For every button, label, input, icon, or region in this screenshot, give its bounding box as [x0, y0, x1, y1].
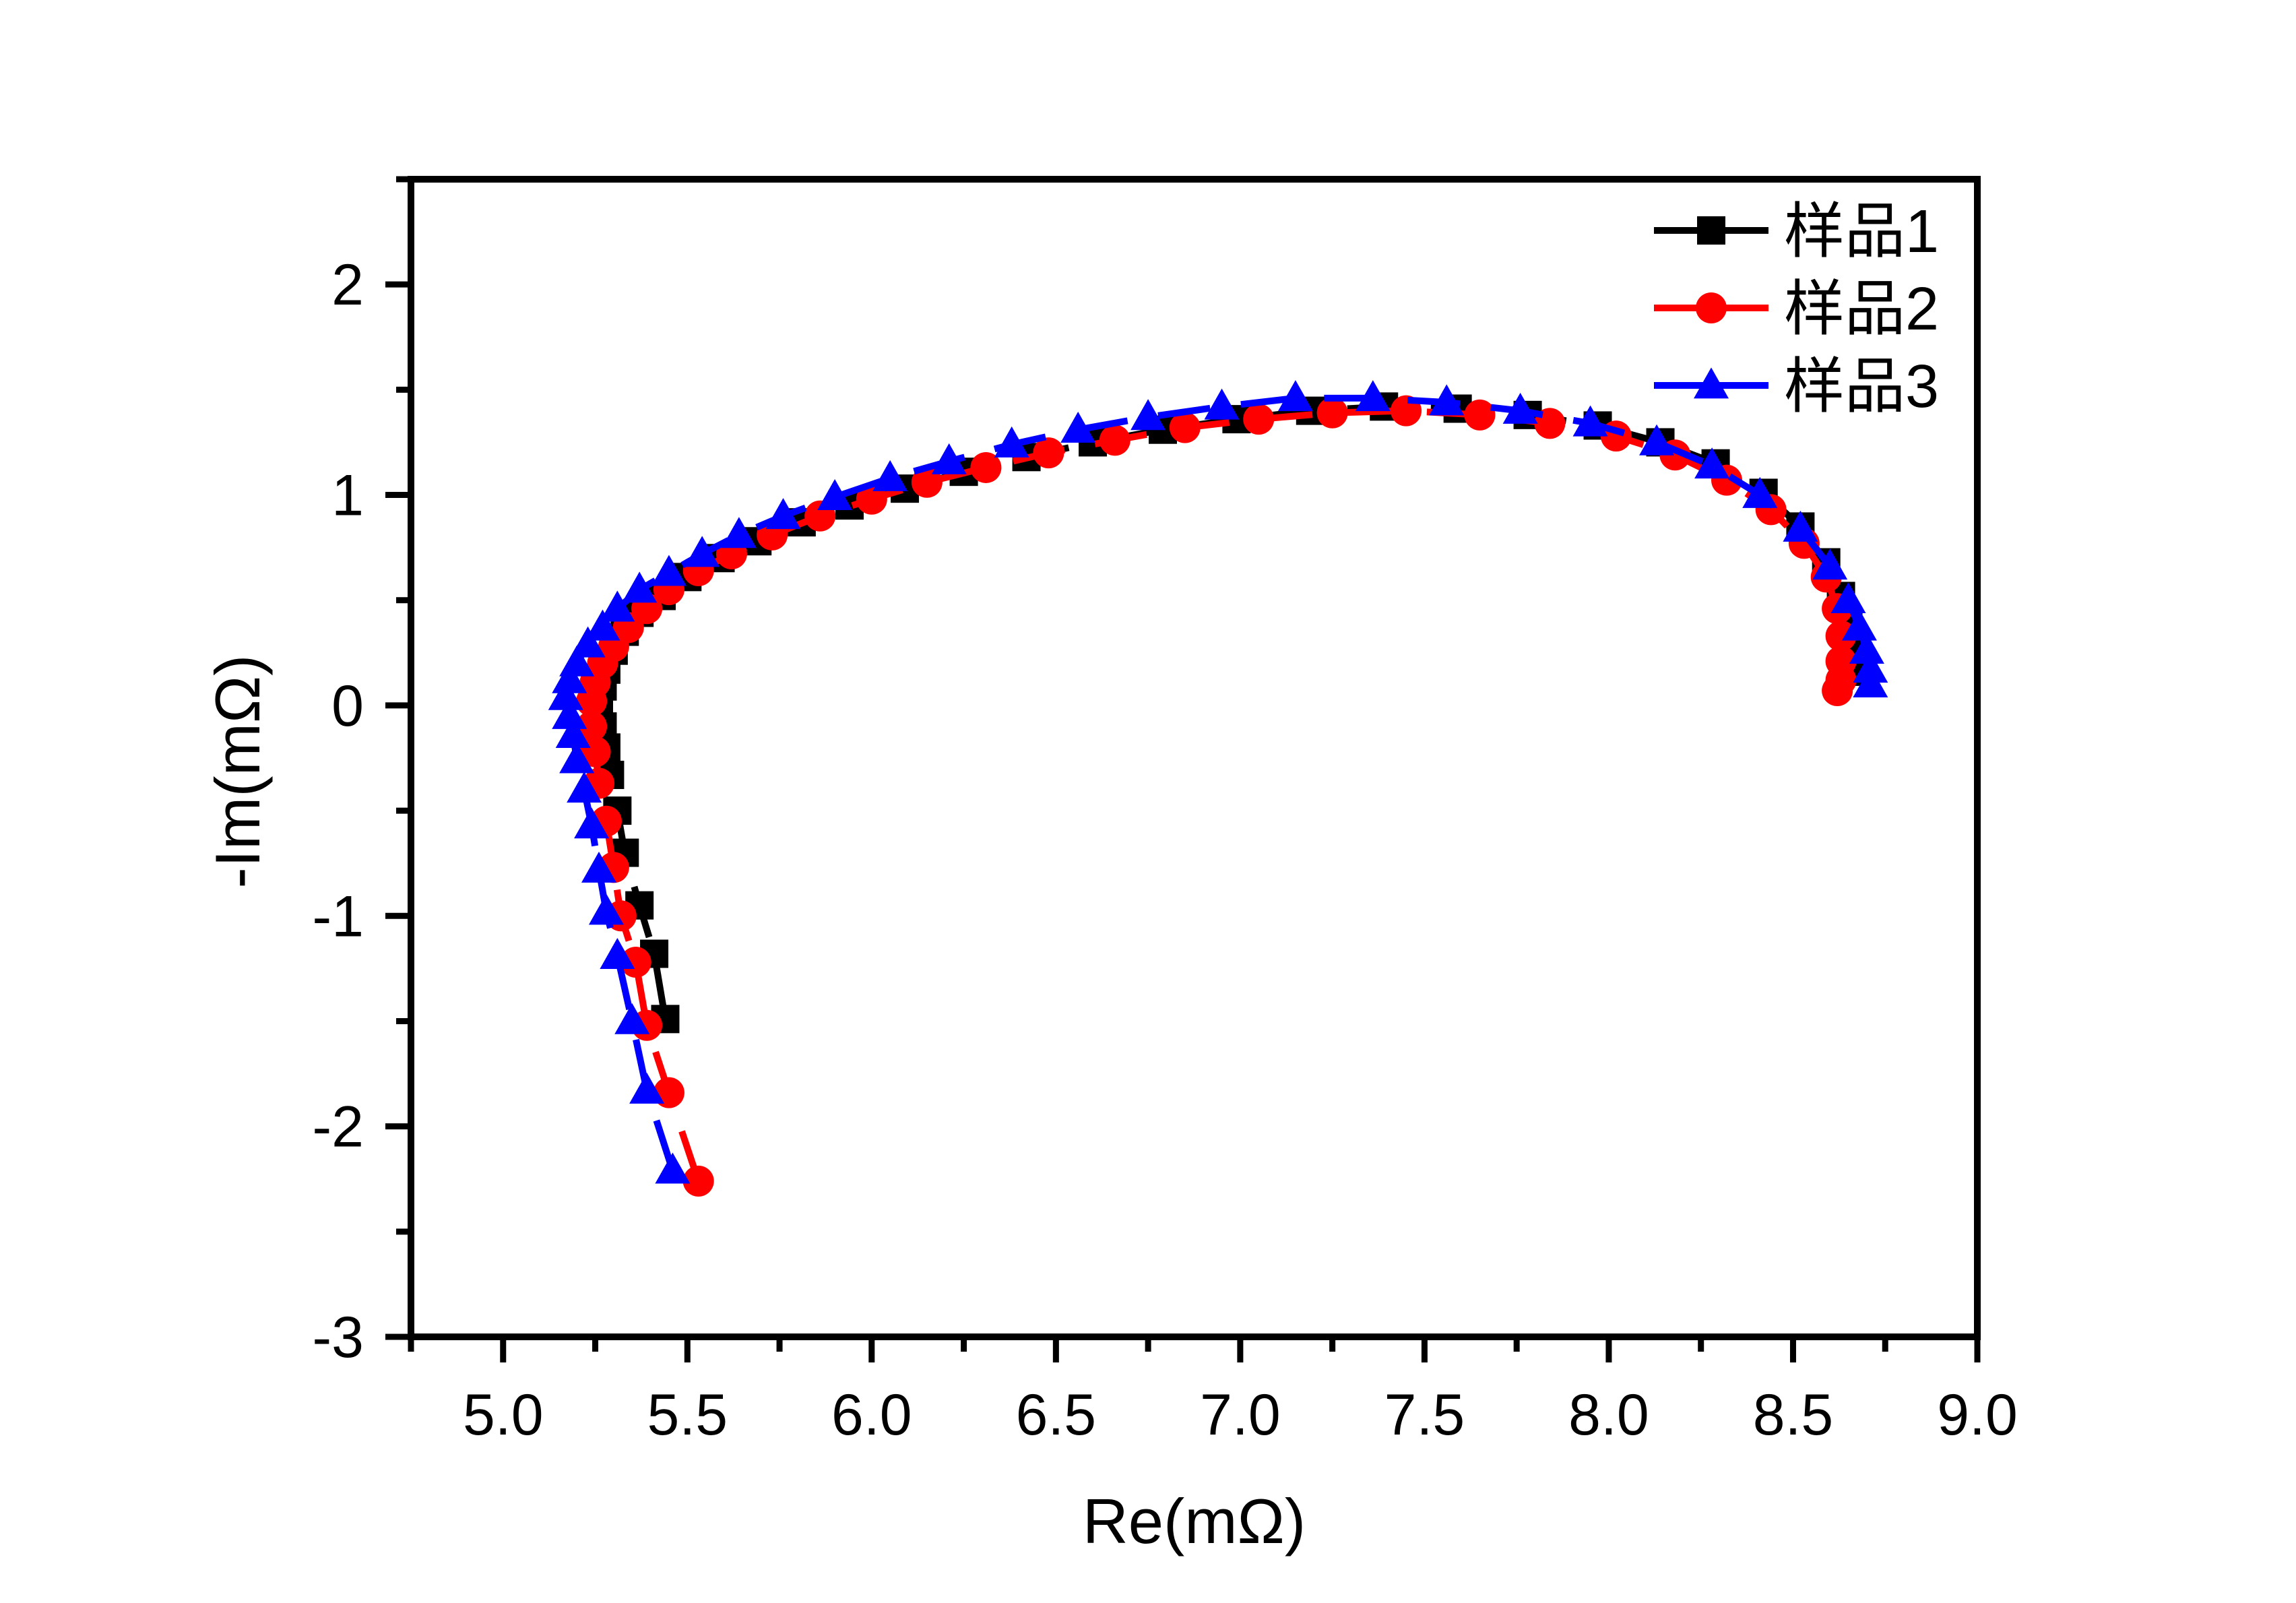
legend-label-3: 样品3: [1784, 353, 1939, 420]
series-2-marker: [1033, 437, 1064, 469]
series-3-marker: [559, 742, 595, 774]
x-tick-label: 7.0: [1200, 1383, 1281, 1447]
series-3-marker: [552, 697, 587, 729]
series-3-marker: [1130, 399, 1166, 431]
series-3-marker: [655, 1152, 691, 1184]
series-3-marker: [559, 645, 595, 677]
x-tick-label: 8.5: [1753, 1383, 1834, 1447]
legend-label-1: 样品1: [1784, 198, 1939, 265]
series-3-marker: [931, 443, 967, 474]
y-tick-label: 2: [331, 253, 364, 317]
y-tick-label: 1: [331, 464, 364, 528]
series-3-marker: [1355, 380, 1391, 412]
legend-label-2: 样品2: [1784, 276, 1939, 343]
series-2-marker: [1464, 399, 1496, 431]
series-3-marker: [622, 571, 658, 603]
y-tick-label: 0: [331, 674, 364, 738]
x-axis-title: Re(mΩ): [1083, 1486, 1306, 1557]
series-3-marker: [1694, 447, 1730, 479]
legend-marker-square: [1697, 216, 1725, 245]
series-3-marker: [600, 937, 635, 969]
x-tick-label: 7.5: [1384, 1383, 1465, 1447]
series-3-marker: [765, 498, 801, 530]
legend-marker-triangle: [1694, 367, 1729, 399]
series-3-marker: [1849, 633, 1884, 664]
legend-marker-circle: [1696, 292, 1727, 323]
series-3-marker: [1783, 510, 1818, 542]
series-3-marker: [570, 626, 606, 658]
series-2-marker: [856, 483, 887, 515]
y-axis-title: -Im(mΩ): [202, 655, 273, 889]
series-3-marker: [585, 609, 620, 641]
x-tick-label: 6.0: [831, 1383, 912, 1447]
series-2-marker: [1169, 412, 1201, 443]
series-3-marker: [588, 893, 624, 925]
y-tick-label: -2: [313, 1095, 364, 1160]
series-3-marker: [1429, 384, 1465, 416]
series-3-marker: [552, 662, 587, 693]
series-3-marker: [567, 772, 602, 803]
series-2-marker: [1822, 675, 1853, 707]
series-3-marker: [600, 590, 635, 622]
series-3-marker: [555, 716, 591, 748]
series-2-marker: [576, 711, 608, 743]
series-3-marker: [1204, 388, 1240, 420]
series-2-marker: [1825, 620, 1857, 652]
series-3-marker: [1830, 582, 1866, 614]
series-3-line: [562, 394, 1874, 1172]
series-3-marker: [817, 478, 853, 510]
series-3-marker: [994, 426, 1029, 458]
series-3-marker: [721, 517, 757, 548]
series-2-marker: [1099, 425, 1130, 456]
x-tick-label: 5.0: [463, 1383, 544, 1447]
series-3-marker: [1841, 609, 1877, 641]
series-3-marker: [629, 1072, 665, 1104]
x-tick-label: 9.0: [1937, 1383, 2018, 1447]
series-2-marker: [682, 1165, 714, 1197]
x-tick-label: 8.0: [1568, 1383, 1649, 1447]
series-3-marker: [1812, 548, 1848, 580]
series-3-marker: [614, 1003, 650, 1034]
x-tick-label: 5.5: [647, 1383, 728, 1447]
series-3-marker: [872, 460, 908, 491]
series-2-marker: [970, 451, 1002, 483]
y-tick-label: -3: [313, 1305, 364, 1370]
series-3-marker: [1639, 424, 1675, 455]
series-3-marker: [651, 555, 687, 586]
series-2-marker: [1243, 404, 1275, 435]
series-3-marker: [581, 851, 616, 883]
y-tick-label: -1: [313, 884, 364, 949]
series-3-marker: [1742, 476, 1778, 508]
series-3-marker: [1060, 412, 1096, 443]
series-2-marker: [620, 946, 651, 978]
series-3-marker: [1853, 666, 1888, 697]
series-3-marker: [548, 679, 583, 710]
series-3-marker: [574, 807, 610, 839]
x-tick-label: 6.5: [1016, 1383, 1097, 1447]
series-2-marker: [911, 466, 943, 498]
series-3-marker: [684, 536, 720, 567]
series-3-marker: [1277, 380, 1313, 412]
series-2-marker: [1316, 397, 1348, 429]
plot-box: [408, 176, 1981, 1340]
series-3-marker: [1502, 392, 1538, 424]
series-3-marker: [1572, 405, 1608, 437]
